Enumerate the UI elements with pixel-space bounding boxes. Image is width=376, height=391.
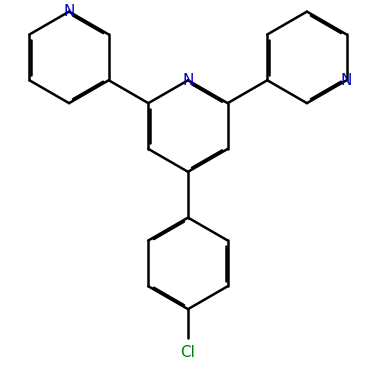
Text: Cl: Cl bbox=[180, 345, 196, 360]
Text: N: N bbox=[64, 4, 75, 19]
Text: N: N bbox=[341, 73, 352, 88]
Text: N: N bbox=[182, 73, 194, 88]
